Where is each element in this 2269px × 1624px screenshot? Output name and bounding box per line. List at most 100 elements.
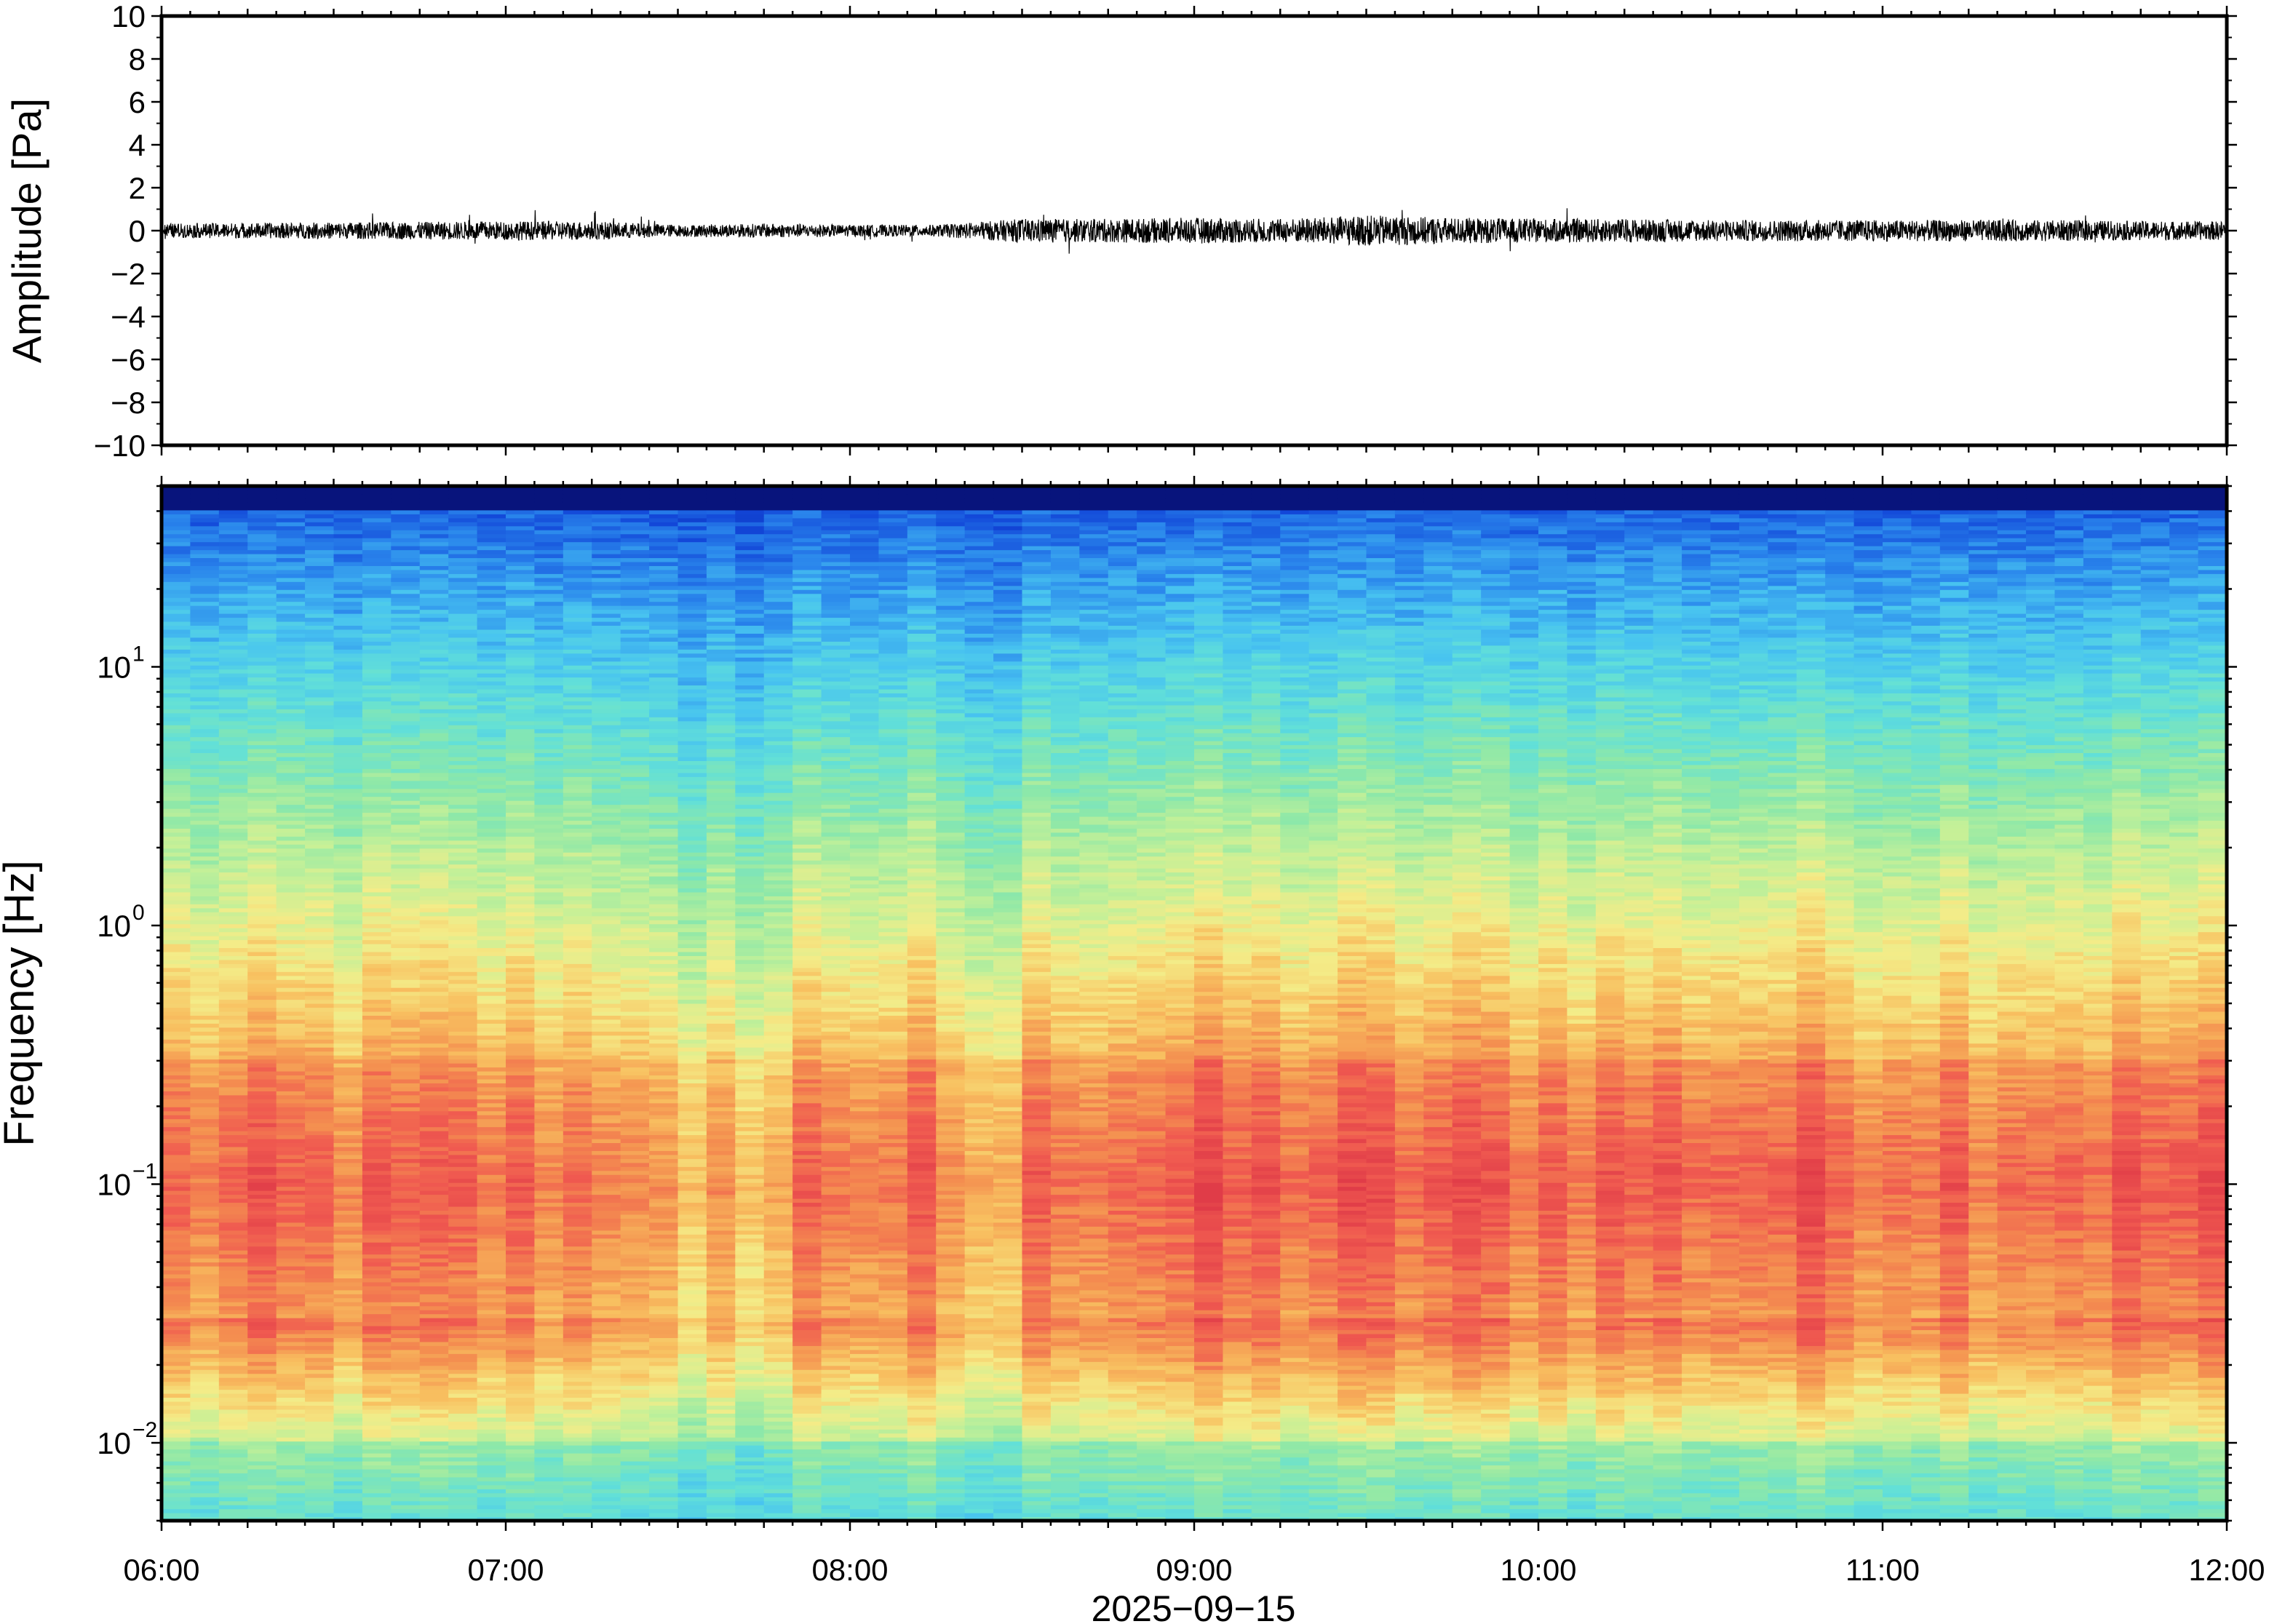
spectrogram-cell [334,701,363,705]
spectrogram-cell [277,984,306,988]
spectrogram-cell [563,1493,592,1497]
spectrogram-cell [219,805,248,809]
spectrogram-cell [162,741,191,745]
spectrogram-cell [621,797,650,801]
spectrogram-cell [162,721,191,725]
spectrogram-cell [621,1095,650,1099]
spectrogram-cell [190,752,219,757]
spectrogram-cell [678,952,707,956]
spectrogram-cell [420,1369,449,1374]
spectrogram-cell [534,1306,563,1310]
spectrogram-cell [334,789,363,793]
spectrogram-cell [506,713,535,717]
spectrogram-cell [592,1023,621,1027]
spectrogram-cell [477,1409,506,1414]
spectrogram-cell [506,1150,535,1155]
spectrogram-cell [563,546,592,550]
spectrogram-cell [391,1195,420,1199]
spectrogram-cell [247,1314,277,1318]
spectrogram-cell [448,987,477,992]
spectrogram-cell [219,979,248,984]
spectrogram-cell [391,665,420,669]
spectrogram-cell [678,1246,707,1251]
spectrogram-cell [592,1195,621,1199]
spectrogram-cell [563,1190,592,1195]
spectrogram-cell [563,610,592,614]
spectrogram-cell [592,1489,621,1493]
spectrogram-cell [621,498,650,502]
spectrogram-cell [448,737,477,741]
spectrogram-cell [219,661,248,666]
spectrogram-cell [190,1397,219,1401]
spectrogram-cell [649,1131,678,1135]
spectrogram-cell [162,912,191,916]
spectrogram-cell [448,1274,477,1278]
spectrogram-cell [448,812,477,816]
spectrogram-cell [162,884,191,888]
spectrogram-cell [506,1353,535,1358]
spectrogram-cell [621,530,650,534]
spectrogram-cell [305,864,334,869]
spectrogram-cell [362,1039,392,1043]
spectrogram-cell [305,1234,334,1238]
spectrogram-cell [219,812,248,816]
spectrogram-cell [162,665,191,669]
spectrogram-cell [649,1091,678,1095]
spectrogram-cell [420,637,449,642]
spectrogram-cell [190,773,219,777]
spectrogram-cell [420,1059,449,1064]
spectrogram-cell [649,494,678,498]
spectrogram-cell [362,757,392,761]
spectrogram-cell [563,776,592,781]
spectrogram-cell [247,992,277,996]
spectrogram-cell [190,562,219,566]
spectrogram-cell [592,1409,621,1414]
spectrogram-cell [190,808,219,813]
spectrogram-cell [563,653,592,658]
spectrogram-cell [477,530,506,534]
spectrogram-cell [277,971,306,976]
spectrogram-cell [448,1425,477,1430]
spectrogram-cell [621,864,650,869]
spectrogram-cell [420,1377,449,1382]
spectrogram-cell [362,1119,392,1123]
spectrogram-cell [277,896,306,900]
spectrogram-cell [190,745,219,749]
spectrogram-cell [219,828,248,832]
spectrogram-cell [190,586,219,590]
spectrogram-cell [448,573,477,578]
spectrogram-cell [247,765,277,769]
spectrogram-cell [247,1063,277,1067]
spectrogram-cell [391,789,420,793]
spectrogram-cell [621,1230,650,1235]
spectrogram-column [420,486,449,1521]
spectrogram-cell [621,1453,650,1457]
spectrogram-cell [219,1187,248,1191]
spectrogram-cell [477,947,506,952]
spectrogram-cell [305,725,334,729]
spectrogram-cell [247,968,277,972]
spectrogram-cell [277,1119,306,1123]
spectrogram-cell [391,840,420,845]
spectrogram-cell [678,995,707,1000]
spectrogram-cell [162,776,191,781]
spectrogram-cell [678,908,707,912]
spectrogram-cell [162,1254,191,1259]
spectrogram-cell [506,1218,535,1222]
spectrogram-cell [621,725,650,729]
spectrogram-cell [420,1266,449,1270]
spectrogram-cell [649,904,678,908]
spectrogram-cell [649,705,678,709]
spectrogram-cell [477,1493,506,1497]
spectrogram-cell [420,1226,449,1230]
spectrogram-cell [506,725,535,729]
spectrogram-cell [391,1405,420,1409]
spectrogram-cell [649,1477,678,1481]
spectrogram-cell [190,1481,219,1485]
spectrogram-cell [334,1501,363,1505]
spectrogram-cell [448,1318,477,1322]
spectrogram-cell [247,976,277,980]
spectrogram-cell [534,1107,563,1111]
spectrogram-cell [362,1477,392,1481]
spectrogram-cell [190,1155,219,1159]
